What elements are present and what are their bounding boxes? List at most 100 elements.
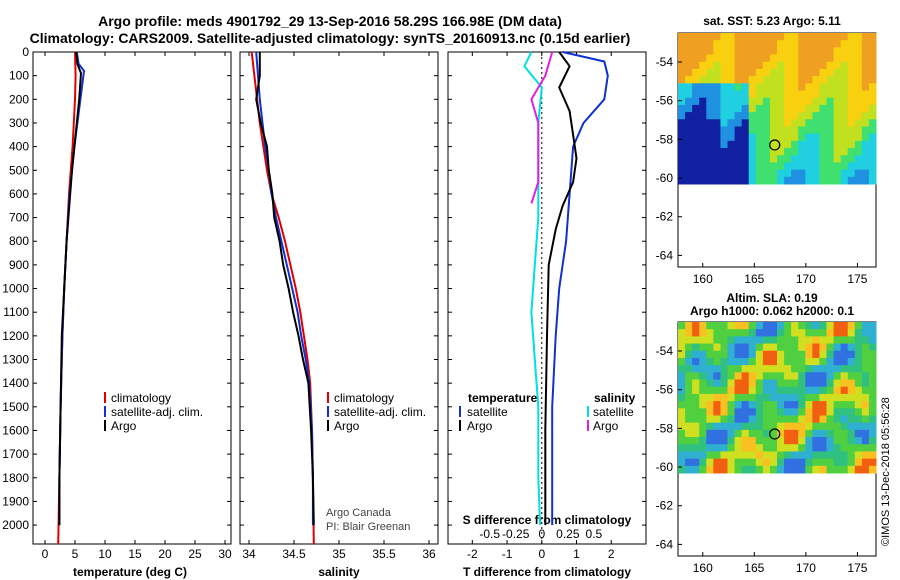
sst-cell [713,54,721,63]
sst-cell [819,47,827,56]
sla-cell [791,422,799,431]
sst-cell [727,155,736,163]
sla-cell [833,322,842,330]
sla-cell [748,357,757,366]
sst-cell [777,176,785,185]
sla-cell [868,393,877,402]
sst-cell [769,140,778,149]
sla-cell [784,429,792,438]
sst-cell [868,169,877,178]
sla-cell [706,401,714,409]
sla-cell [685,408,693,416]
sla-cell [706,386,714,395]
sla-cell [826,343,835,352]
sst-cell [748,126,757,135]
sla-cell [706,415,714,424]
sst-cell [777,83,785,92]
sst-cell [854,140,863,149]
sst-cell [777,112,785,120]
sst-cell [734,97,743,106]
sst-cell [685,61,693,70]
sla-cell [741,422,750,431]
sst-cell [791,83,799,92]
sst-cell [791,54,799,63]
sst-cell [762,90,771,99]
secondary-tick-label: -0.25 [502,527,530,541]
sst-cell [762,83,771,92]
sst-cell [692,97,700,106]
sla-cell [847,429,856,438]
sla-cell [741,429,750,438]
sst-cell [755,140,764,149]
sst-cell [685,155,693,163]
sst-cell [699,97,707,106]
sla-cell [840,322,849,330]
sst-cell [854,162,863,171]
sst-cell [699,169,707,178]
sla-cell [692,465,700,474]
sst-cell [727,83,736,92]
sst-cell [868,119,877,127]
sla-cell [720,408,728,416]
sst-cell [713,169,721,178]
sst-cell [741,97,750,106]
legend-label-temp-satellite: satellite [467,405,508,419]
sst-cell [847,104,856,113]
sla-cell [861,350,870,359]
sla-cell [699,429,707,438]
sst-cell [840,162,849,171]
sla-cell [854,437,863,445]
legend-label-temp-argo: Argo [467,419,493,433]
sst-cell [777,33,785,41]
sla-cell [819,415,827,424]
sst-cell [706,33,714,41]
sla-cell [791,365,799,373]
sst-cell [784,47,792,56]
sst-cell [840,68,849,77]
sla-cell [840,329,849,337]
sst-cell [769,90,778,99]
sla-cell [798,444,806,452]
sst-cell [819,33,827,41]
sla-cell [762,386,771,395]
sla-cell [699,451,707,460]
sst-cell [805,54,813,63]
sst-cell [791,76,799,84]
sst-cell [798,40,806,48]
sst-cell [699,162,707,171]
x-tick-label: 2 [608,547,615,561]
sst-cell [706,140,714,149]
sla-cell [720,365,728,373]
sst-cell [713,104,721,113]
sst-cell [741,76,750,84]
sst-cell [734,61,743,70]
sla-cell [791,458,799,467]
sst-cell [720,155,728,163]
salinity-panel-frame [239,51,439,545]
sla-cell [685,465,693,474]
sla-cell [748,429,757,438]
sla-cell [762,415,771,424]
sst-cell [833,47,842,56]
sst-cell [798,90,806,99]
sst-cell [819,68,827,77]
sla-cell [840,365,849,373]
sla-cell [819,350,827,359]
sst-cell [798,155,806,163]
sst-cell [741,176,750,185]
sst-cell [805,148,813,156]
sla-cell [692,336,700,345]
map-x-tick-label: 160 [693,272,713,286]
sst-cell [720,54,728,63]
sst-cell [748,133,757,142]
sla-cell [769,444,778,452]
sla-cell [791,401,799,409]
depth-tick-label: 1700 [2,447,29,461]
sst-cell [854,133,863,142]
sst-cell [692,47,700,56]
sla-cell [791,329,799,337]
sst-cell [727,133,736,142]
sst-cell [706,155,714,163]
sst-cell [805,176,813,185]
